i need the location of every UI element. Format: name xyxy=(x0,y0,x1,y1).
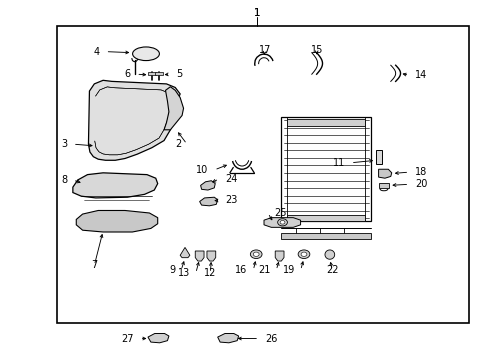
Circle shape xyxy=(277,219,287,226)
Bar xyxy=(286,215,365,221)
Text: 11: 11 xyxy=(332,158,344,168)
Text: 20: 20 xyxy=(414,179,427,189)
Circle shape xyxy=(301,252,306,256)
Polygon shape xyxy=(275,251,284,261)
Text: 10: 10 xyxy=(196,165,208,175)
Polygon shape xyxy=(264,218,300,227)
Text: 15: 15 xyxy=(310,45,322,55)
Polygon shape xyxy=(73,173,158,198)
Text: 19: 19 xyxy=(282,265,294,275)
Circle shape xyxy=(250,250,262,258)
Text: 27: 27 xyxy=(121,333,134,343)
Bar xyxy=(375,149,381,164)
Text: 6: 6 xyxy=(124,69,130,79)
Text: 24: 24 xyxy=(224,174,237,184)
Polygon shape xyxy=(195,251,203,261)
Text: 1: 1 xyxy=(253,8,260,18)
Polygon shape xyxy=(325,250,334,259)
Text: 2: 2 xyxy=(175,139,181,149)
Text: 3: 3 xyxy=(61,139,67,149)
Polygon shape xyxy=(378,169,391,178)
Circle shape xyxy=(253,252,259,256)
Text: 23: 23 xyxy=(224,195,237,206)
Polygon shape xyxy=(163,87,183,130)
Text: 18: 18 xyxy=(414,167,427,177)
Circle shape xyxy=(280,221,285,224)
Text: 13: 13 xyxy=(177,268,189,278)
Text: 9: 9 xyxy=(169,265,175,275)
Polygon shape xyxy=(206,251,215,261)
Bar xyxy=(286,119,365,126)
Text: 8: 8 xyxy=(61,175,67,185)
Text: 12: 12 xyxy=(204,268,216,278)
Polygon shape xyxy=(76,211,158,232)
Text: 5: 5 xyxy=(176,69,182,79)
Text: 14: 14 xyxy=(414,70,427,80)
Polygon shape xyxy=(217,333,238,343)
Text: 25: 25 xyxy=(273,208,285,218)
Polygon shape xyxy=(281,117,370,221)
Polygon shape xyxy=(200,181,215,190)
Bar xyxy=(378,183,388,188)
Polygon shape xyxy=(180,247,189,258)
Text: 1: 1 xyxy=(253,8,259,18)
Bar xyxy=(281,233,370,239)
Polygon shape xyxy=(148,333,168,343)
Bar xyxy=(57,26,468,323)
Bar xyxy=(155,72,163,75)
Text: 21: 21 xyxy=(258,265,270,275)
Text: 26: 26 xyxy=(264,333,277,343)
Text: 7: 7 xyxy=(91,260,97,270)
Bar xyxy=(148,72,156,75)
Polygon shape xyxy=(199,197,217,206)
Text: 22: 22 xyxy=(325,265,338,275)
Text: 17: 17 xyxy=(258,45,271,55)
Text: 16: 16 xyxy=(235,265,247,275)
Circle shape xyxy=(298,250,309,258)
Text: 4: 4 xyxy=(93,46,100,57)
Polygon shape xyxy=(88,80,180,160)
Ellipse shape xyxy=(132,47,159,60)
